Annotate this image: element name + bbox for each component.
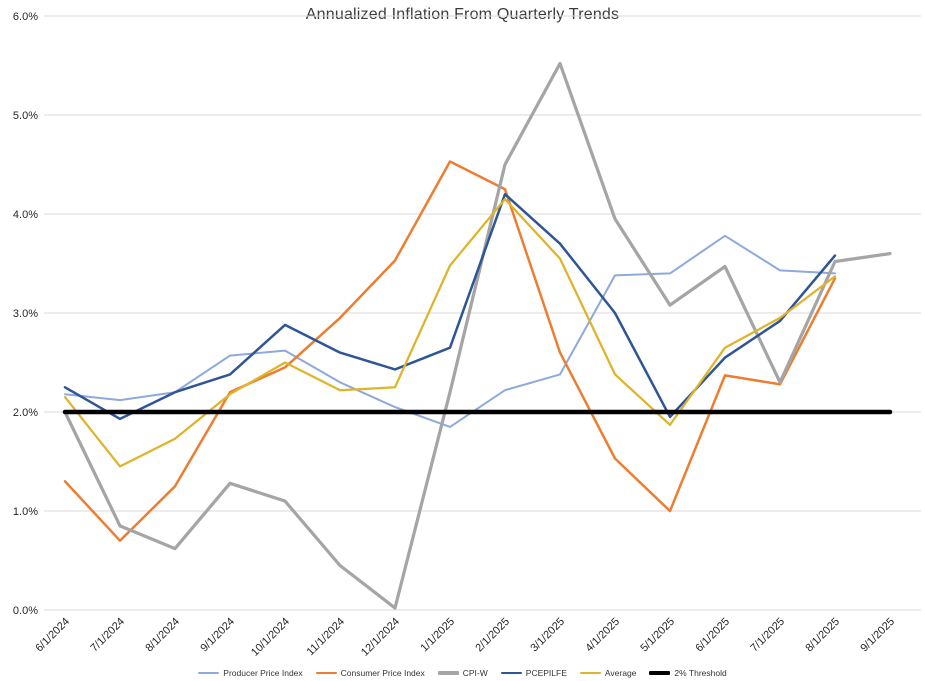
legend-line-marker [315, 671, 337, 675]
x-axis-tick-label: 6/1/2025 [693, 616, 732, 655]
y-axis-tick-label: 0.0% [13, 605, 38, 617]
x-axis-tick-label: 9/1/2025 [858, 616, 897, 655]
legend-label: Average [604, 668, 637, 678]
legend-label: 2% Threshold [674, 668, 727, 678]
legend-line-marker [649, 671, 671, 675]
legend-line-marker [579, 671, 601, 675]
x-axis-tick-label: 8/1/2025 [803, 616, 842, 655]
x-axis-tick-label: 3/1/2025 [528, 616, 567, 655]
x-axis-tick-label: 10/1/2024 [249, 616, 292, 659]
series-line-average [63, 197, 837, 468]
x-axis-tick-label: 11/1/2024 [305, 616, 348, 659]
y-axis-tick-label: 5.0% [13, 110, 38, 122]
legend-line-marker [437, 671, 459, 675]
y-axis-tick-label: 3.0% [13, 308, 38, 320]
y-axis-tick-label: 6.0% [13, 11, 38, 23]
x-axis-tick-label: 1/1/2025 [418, 616, 457, 655]
y-axis-tick-label: 2.0% [13, 407, 38, 419]
x-axis-tick-label: 5/1/2025 [638, 616, 677, 655]
chart-title: Annualized Inflation From Quarterly Tren… [305, 6, 620, 23]
x-axis-tick-label: 8/1/2024 [143, 616, 182, 655]
legend-label: Producer Price Index [223, 668, 303, 678]
legend-label: CPI-W [462, 668, 488, 678]
x-axis-tick-label: 4/1/2025 [583, 616, 622, 655]
legend-label: Consumer Price Index [340, 668, 425, 678]
legend-item-consumer-price-index: Consumer Price Index [315, 668, 425, 678]
series-line-producer-price-index [64, 234, 836, 428]
legend-item-pcepilfe: PCEPILFE [500, 668, 567, 678]
legend-item-average: Average [579, 668, 637, 678]
legend-line-marker [500, 671, 522, 675]
series-line-cpi-w [63, 61, 892, 610]
x-axis-tick-label: 2/1/2025 [473, 616, 512, 655]
legend-label: PCEPILFE [525, 668, 567, 678]
x-axis-tick-label: 7/1/2024 [88, 616, 127, 655]
legend-item-cpi-w: CPI-W [437, 668, 488, 678]
legend-item-producer-price-index: Producer Price Index [198, 668, 303, 678]
x-axis-tick-label: 9/1/2024 [198, 616, 237, 655]
chart-legend: Producer Price Index Consumer Price Index… [0, 668, 925, 678]
y-axis-tick-label: 4.0% [13, 209, 38, 221]
x-axis-tick-label: 7/1/2025 [748, 616, 787, 655]
x-axis-tick-label: 12/1/2024 [359, 616, 402, 659]
legend-item-2-threshold: 2% Threshold [649, 668, 727, 678]
series-line-pcepilfe [63, 192, 837, 421]
legend-line-marker [198, 672, 220, 674]
x-axis-tick-label: 6/1/2024 [33, 616, 72, 655]
series-line-consumer-price-index [63, 160, 837, 542]
y-axis-tick-label: 1.0% [13, 506, 38, 518]
